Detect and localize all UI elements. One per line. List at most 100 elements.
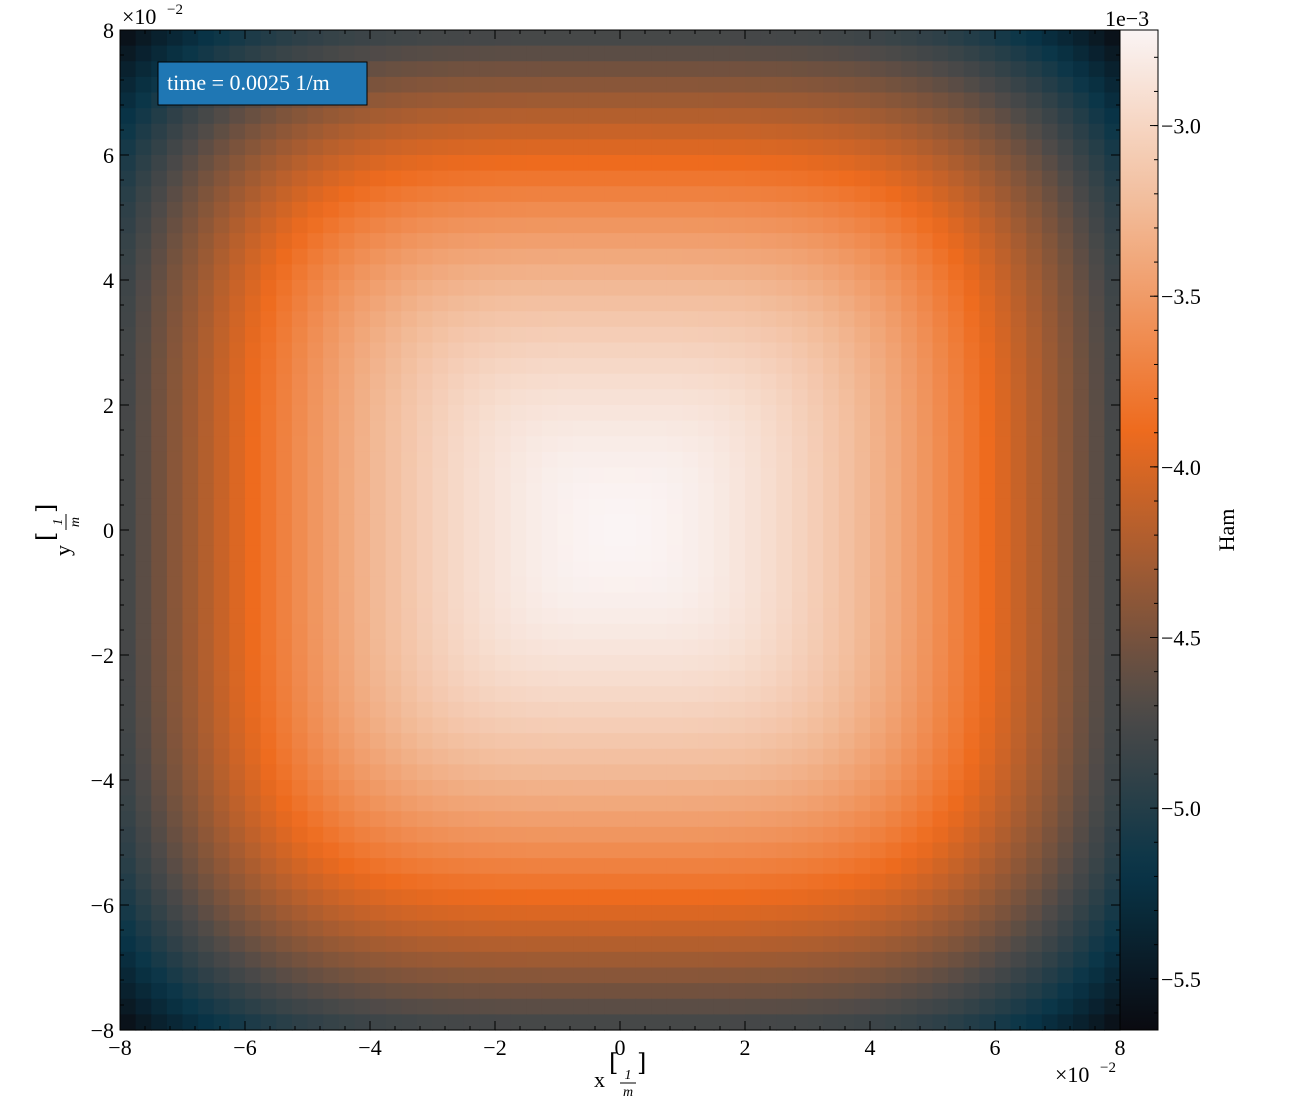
heatmap-cell — [729, 936, 746, 953]
heatmap-cell — [120, 170, 137, 187]
heatmap-cell — [1041, 655, 1059, 672]
heatmap-cell — [1026, 842, 1043, 859]
heatmap-cell — [1041, 873, 1059, 890]
heatmap-cell — [401, 170, 418, 187]
heatmap-cell — [588, 545, 605, 562]
heatmap-cell — [916, 764, 934, 781]
heatmap-cell — [166, 592, 184, 609]
heatmap-cell — [682, 951, 699, 969]
x-axis-offset-exponent: −2 — [1100, 1060, 1116, 1076]
heatmap-cell — [995, 108, 1012, 125]
heatmap-cell — [963, 920, 980, 937]
heatmap-cell — [760, 201, 777, 219]
heatmap-cell — [1026, 389, 1043, 406]
heatmap-cell — [166, 186, 184, 203]
heatmap-cell — [307, 592, 324, 609]
heatmap-cell — [854, 1014, 871, 1031]
heatmap-cell — [541, 358, 559, 375]
heatmap-cell — [260, 826, 277, 844]
heatmap-cell — [338, 686, 355, 703]
heatmap-cell — [198, 889, 215, 906]
heatmap-cell — [1041, 764, 1059, 781]
heatmap-cell — [948, 951, 965, 969]
heatmap-cell — [1104, 498, 1121, 515]
heatmap-cell — [260, 264, 277, 281]
heatmap-cell — [416, 592, 434, 609]
heatmap-cell — [479, 592, 496, 609]
heatmap-cell — [729, 920, 746, 937]
heatmap-cell — [573, 826, 590, 844]
heatmap-cell — [338, 233, 355, 250]
heatmap-cell — [791, 701, 809, 719]
heatmap-cell — [651, 420, 668, 437]
heatmap-cell — [541, 576, 559, 594]
heatmap-cell — [307, 342, 324, 359]
heatmap-cell — [963, 717, 980, 734]
heatmap-cell — [198, 858, 215, 875]
heatmap-cell — [463, 483, 480, 500]
heatmap-cell — [651, 92, 668, 109]
heatmap-cell — [1104, 514, 1121, 531]
heatmap-cell — [323, 467, 340, 484]
heatmap-cell — [604, 201, 621, 219]
heatmap-cell — [495, 420, 512, 437]
heatmap-cell — [463, 186, 480, 203]
heatmap-cell — [713, 826, 730, 844]
heatmap-cell — [370, 61, 387, 78]
heatmap-cell — [713, 951, 730, 969]
heatmap-cell — [870, 717, 887, 734]
heatmap-cell — [510, 92, 527, 109]
heatmap-cell — [479, 998, 496, 1015]
heatmap-cell — [1010, 389, 1027, 406]
heatmap-cell — [916, 201, 934, 219]
heatmap-cell — [995, 420, 1012, 437]
heatmap-cell — [448, 639, 465, 656]
heatmap-cell — [291, 686, 309, 703]
heatmap-cell — [995, 139, 1012, 156]
heatmap-cell — [276, 983, 293, 1000]
heatmap-cell — [823, 905, 840, 922]
heatmap-cell — [1057, 858, 1074, 875]
heatmap-cell — [416, 701, 434, 719]
heatmap-cell — [323, 733, 340, 750]
heatmap-cell — [620, 451, 637, 469]
heatmap-cell — [557, 61, 574, 78]
heatmap-cell — [1010, 561, 1027, 578]
heatmap-cell — [338, 45, 355, 62]
heatmap-cell — [745, 858, 762, 875]
heatmap-cell — [370, 467, 387, 484]
heatmap-cell — [666, 61, 684, 78]
heatmap-cell — [635, 467, 652, 484]
heatmap-cell — [745, 826, 762, 844]
heatmap-cell — [541, 748, 559, 765]
heatmap-cell — [682, 686, 699, 703]
heatmap-cell — [885, 826, 902, 844]
heatmap-cell — [870, 670, 887, 687]
heatmap-cell — [495, 701, 512, 719]
heatmap-cell — [307, 170, 324, 187]
heatmap-cell — [838, 780, 855, 797]
heatmap-cell — [526, 998, 543, 1015]
heatmap-cell — [963, 498, 980, 515]
heatmap-cell — [495, 373, 512, 390]
heatmap-cell — [791, 123, 809, 140]
heatmap-cell — [932, 983, 949, 1000]
heatmap-cell — [401, 405, 418, 422]
heatmap-cell — [245, 717, 262, 734]
heatmap-cell — [745, 686, 762, 703]
heatmap-cell — [1104, 92, 1121, 109]
heatmap-cell — [166, 905, 184, 922]
heatmap-cell — [229, 530, 246, 547]
heatmap-cell — [604, 108, 621, 125]
heatmap-cell — [635, 873, 652, 890]
heatmap-cell — [182, 483, 199, 500]
heatmap-cell — [635, 983, 652, 1000]
heatmap-cell — [807, 733, 824, 750]
heatmap-cell — [995, 905, 1012, 922]
heatmap-cell — [807, 686, 824, 703]
heatmap-cell — [682, 998, 699, 1015]
heatmap-cell — [760, 498, 777, 515]
heatmap-cell — [120, 30, 137, 47]
heatmap-cell — [354, 780, 371, 797]
heatmap-cell — [120, 108, 137, 125]
